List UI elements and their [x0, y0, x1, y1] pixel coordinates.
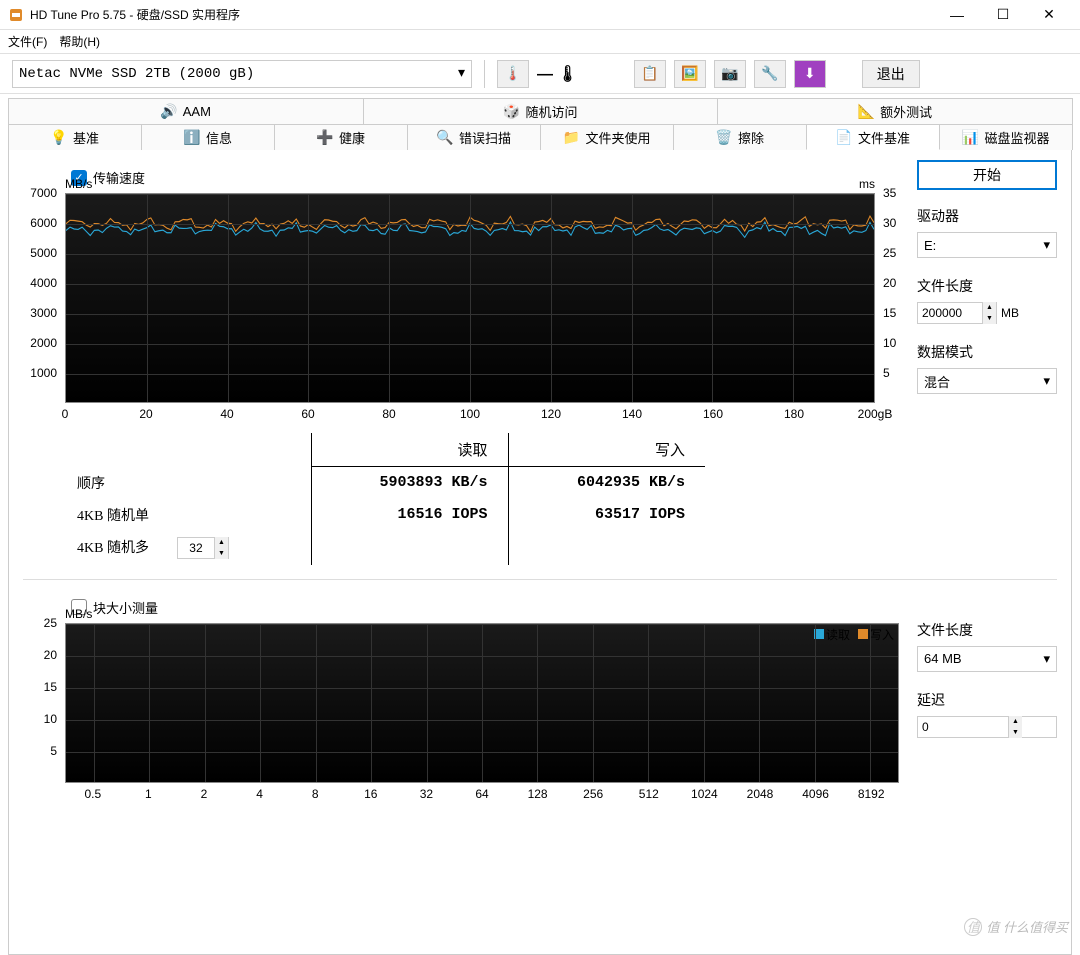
save-button[interactable]: ⬇	[794, 60, 826, 88]
seq-read-value: 5903893 KB/s	[311, 467, 508, 499]
results-table: 读取 写入 顺序 5903893 KB/s 6042935 KB/s 4KB 随…	[65, 433, 861, 565]
tab-health[interactable]: ➕健康	[274, 124, 408, 150]
bulb-icon: 💡	[51, 130, 67, 146]
tab-file-benchmark[interactable]: 📄文件基准	[806, 124, 940, 150]
chevron-down-icon: ▾	[458, 65, 465, 82]
filelen-spinner[interactable]: ▲▼	[917, 302, 997, 324]
tab-erase[interactable]: 🗑️擦除	[673, 124, 807, 150]
tab-benchmark[interactable]: 💡基准	[8, 124, 142, 150]
tab-folder-usage[interactable]: 📁文件夹使用	[540, 124, 674, 150]
tab-info[interactable]: ℹ️信息	[141, 124, 275, 150]
col-read: 读取	[311, 433, 508, 467]
chart-icon: 📊	[962, 130, 978, 146]
thermometer-icon: 🌡️	[504, 65, 521, 82]
trash-icon: 🗑️	[716, 130, 732, 146]
spin-up[interactable]: ▲	[1008, 716, 1022, 727]
delay-spinner[interactable]: ▲▼	[917, 716, 1057, 738]
y-axis-label: MB/s	[65, 607, 92, 621]
datamode-label: 数据模式	[917, 342, 1057, 362]
filelen-label: 文件长度	[917, 276, 1057, 296]
tools-icon: 🔧	[761, 65, 778, 82]
info-icon: ℹ️	[184, 130, 200, 146]
document-icon: 📄	[836, 129, 852, 145]
temp-dash: — 🌡	[537, 64, 578, 84]
copy-image-icon: 🖼️	[681, 65, 698, 82]
filelen-unit: MB	[1001, 306, 1019, 320]
toolbar: Netac NVMe SSD 2TB (2000 gB) ▾ 🌡️ — 🌡 📋 …	[0, 54, 1080, 94]
copy-screenshot-button[interactable]: 🖼️	[674, 60, 706, 88]
tab-extra-tests[interactable]: 📐额外测试	[717, 98, 1073, 124]
blocksize-checkbox-label: 块大小测量	[93, 598, 158, 617]
drive-select-value: Netac NVMe SSD 2TB (2000 gB)	[19, 66, 254, 82]
temperature-button[interactable]: 🌡️	[497, 60, 529, 88]
close-button[interactable]: ✕	[1026, 0, 1072, 30]
menu-help[interactable]: 帮助(H)	[59, 33, 100, 50]
download-icon: ⬇	[804, 65, 816, 82]
delay-label: 延迟	[917, 690, 1057, 710]
blocksize-chart: MB/s 读取 写入 252015105 0.51248163264128256…	[65, 623, 899, 783]
multi-queue-input[interactable]	[178, 541, 214, 555]
tab-disk-monitor[interactable]: 📊磁盘监视器	[939, 124, 1073, 150]
drive-letter-select[interactable]: E:▾	[917, 232, 1057, 258]
spin-up[interactable]: ▲	[982, 302, 996, 313]
chevron-down-icon: ▾	[1043, 373, 1050, 389]
tab-error-scan[interactable]: 🔍错误扫描	[407, 124, 541, 150]
content-panel: ✓ 传输速度 MB/s ms 7000600050004000300020001…	[8, 150, 1072, 955]
drive-label: 驱动器	[917, 206, 1057, 226]
health-icon: ➕	[317, 130, 333, 146]
filelen2-label: 文件长度	[917, 620, 1057, 640]
transfer-checkbox-label: 传输速度	[93, 168, 145, 187]
copy-info-button[interactable]: 📋	[634, 60, 666, 88]
titlebar: HD Tune Pro 5.75 - 硬盘/SSD 实用程序 — ☐ ✕	[0, 0, 1080, 30]
delay-input[interactable]	[918, 720, 1008, 734]
multi-queue-spinner[interactable]: ▲▼	[177, 537, 229, 559]
ruler-icon: 📐	[858, 104, 874, 120]
row-sequential: 顺序	[65, 467, 311, 499]
tab-aam[interactable]: 🔊AAM	[8, 98, 364, 124]
seq-write-value: 6042935 KB/s	[508, 467, 705, 499]
window-title: HD Tune Pro 5.75 - 硬盘/SSD 实用程序	[30, 6, 934, 23]
speaker-icon: 🔊	[161, 104, 177, 120]
spin-down[interactable]: ▼	[982, 313, 996, 324]
transfer-chart: MB/s ms 7000600050004000300020001000 353…	[65, 193, 875, 403]
maximize-button[interactable]: ☐	[980, 0, 1026, 30]
tab-random-access[interactable]: 🎲随机访问	[363, 98, 719, 124]
spin-down[interactable]: ▼	[1008, 727, 1022, 738]
start-button[interactable]: 开始	[917, 160, 1057, 190]
menubar: 文件(F) 帮助(H)	[0, 30, 1080, 54]
spin-down[interactable]: ▼	[214, 548, 228, 559]
y2-axis-label: ms	[859, 177, 875, 191]
datamode-select[interactable]: 混合▾	[917, 368, 1057, 394]
save-screenshot-button[interactable]: 📷	[714, 60, 746, 88]
watermark: 值 值 什么值得买	[964, 917, 1068, 936]
camera-icon: 📷	[721, 65, 738, 82]
drive-select[interactable]: Netac NVMe SSD 2TB (2000 gB) ▾	[12, 60, 472, 88]
filelen-input[interactable]	[918, 306, 982, 320]
spin-up[interactable]: ▲	[214, 537, 228, 548]
search-icon: 🔍	[437, 130, 453, 146]
options-button[interactable]: 🔧	[754, 60, 786, 88]
col-write: 写入	[508, 433, 705, 467]
app-icon	[8, 7, 24, 23]
blocksize-legend: 读取 写入	[814, 626, 894, 643]
row-4kb-single: 4KB 随机单	[65, 499, 311, 531]
folder-icon: 📁	[563, 130, 579, 146]
exit-button[interactable]: 退出	[862, 60, 920, 88]
rnd-write-value: 63517 IOPS	[508, 499, 705, 531]
copy-icon: 📋	[641, 65, 658, 82]
y-axis-label: MB/s	[65, 177, 92, 191]
filelen2-select[interactable]: 64 MB▾	[917, 646, 1057, 672]
minimize-button[interactable]: —	[934, 0, 980, 30]
random-icon: 🎲	[504, 104, 520, 120]
rnd-read-value: 16516 IOPS	[311, 499, 508, 531]
menu-file[interactable]: 文件(F)	[8, 33, 47, 50]
chevron-down-icon: ▾	[1043, 651, 1050, 667]
row-4kb-multi: 4KB 随机多 ▲▼	[65, 531, 311, 565]
chevron-down-icon: ▾	[1043, 237, 1050, 253]
